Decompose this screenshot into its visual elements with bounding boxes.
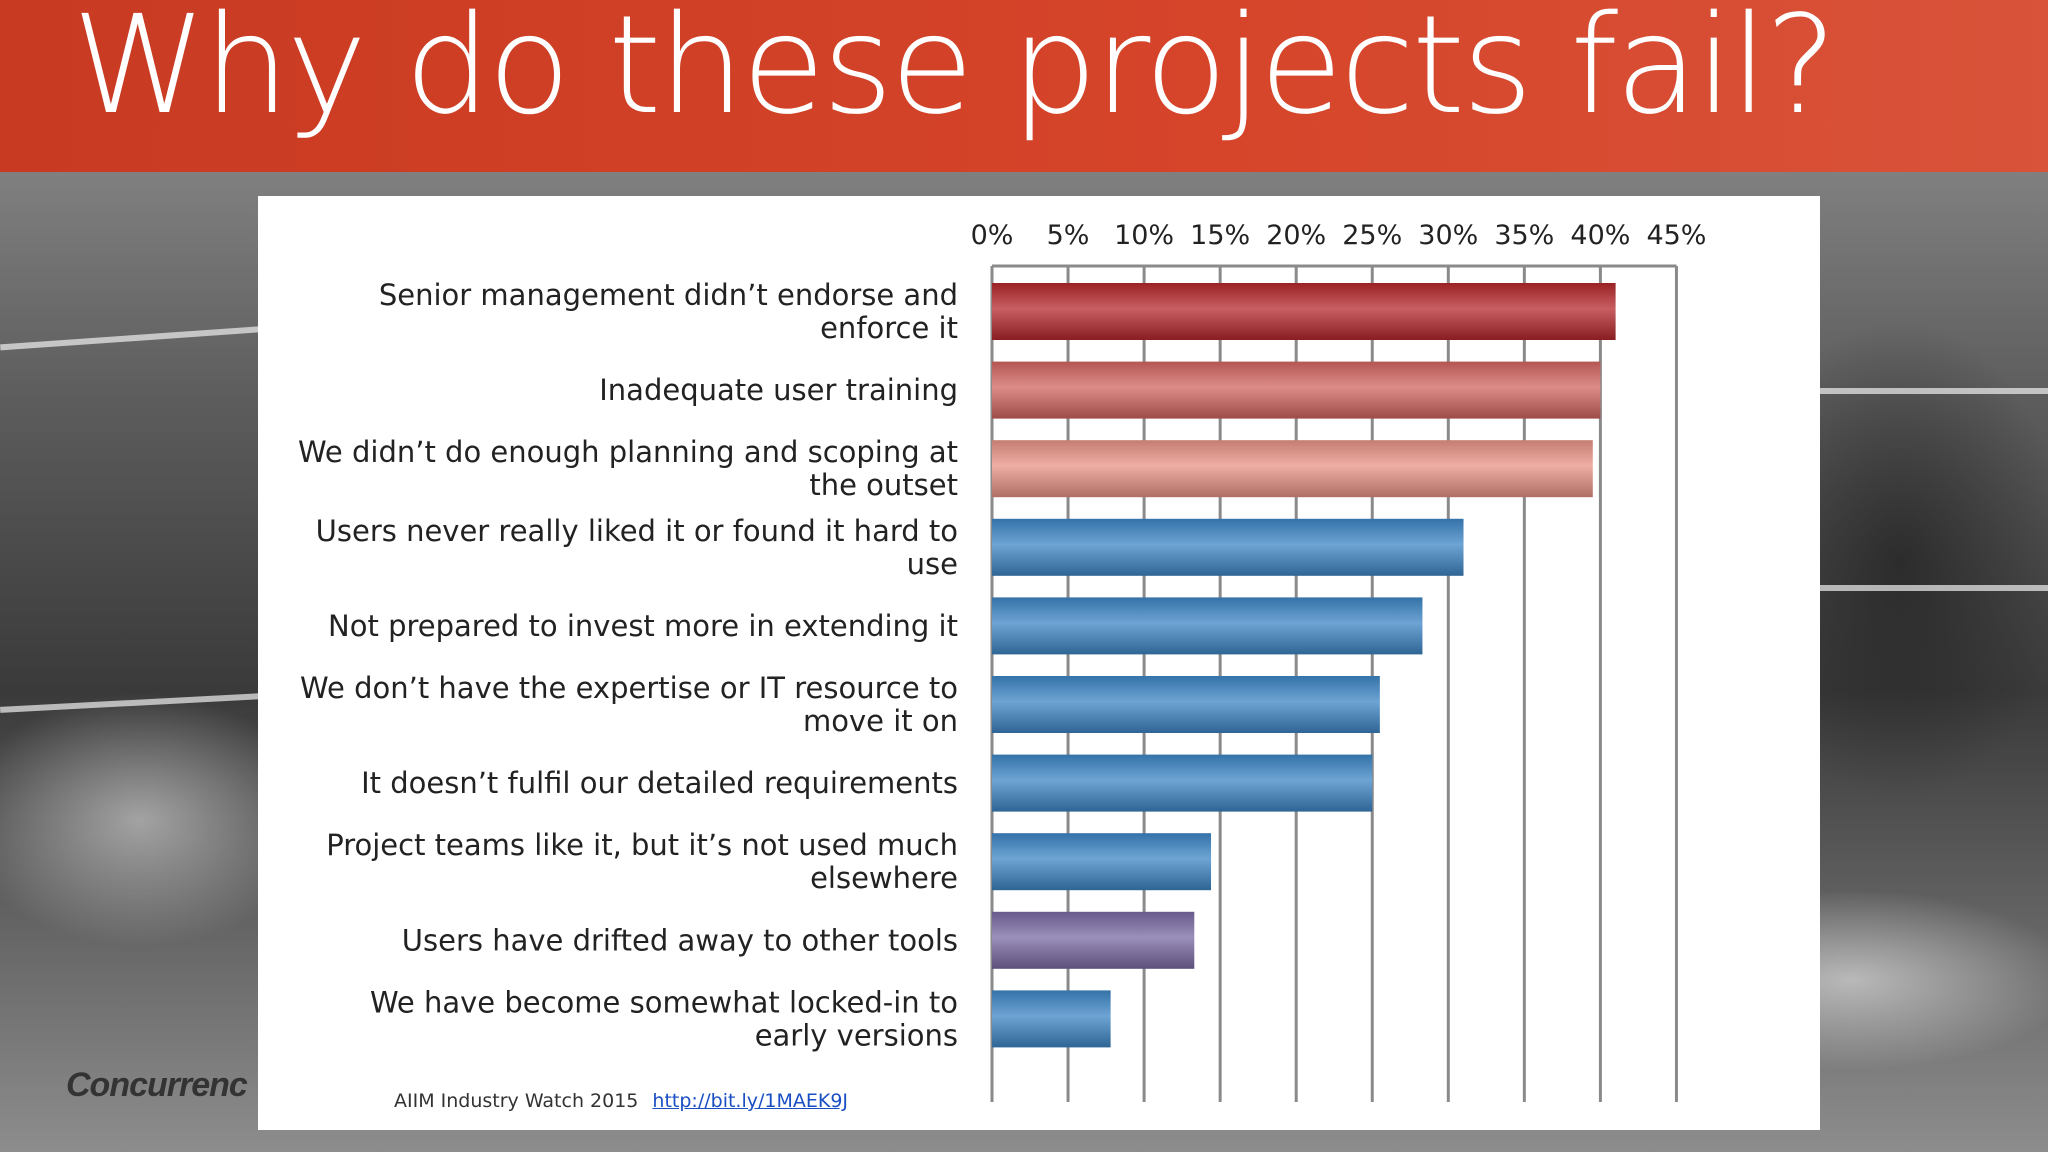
x-tick-label: 25%	[1342, 220, 1402, 251]
category-label: We have become somewhat locked-in to	[370, 985, 958, 1019]
x-tick-label: 15%	[1190, 220, 1250, 251]
category-label: use	[907, 547, 958, 581]
category-label: Project teams like it, but it’s not used…	[326, 828, 958, 862]
x-tick-label: 30%	[1418, 220, 1478, 251]
source-link[interactable]: http://bit.ly/1MAEK9J	[652, 1090, 849, 1112]
category-label: Inadequate user training	[599, 373, 958, 407]
slide-title: Why do these projects fail?	[72, 0, 1837, 145]
source-citation: AIIM Industry Watch 2015 http://bit.ly/1…	[394, 1090, 848, 1112]
source-text: AIIM Industry Watch 2015	[394, 1090, 639, 1112]
company-logo: Concurrenc	[66, 1066, 248, 1104]
category-label: early versions	[755, 1018, 958, 1052]
category-label: We don’t have the expertise or IT resour…	[300, 671, 958, 705]
bar	[992, 597, 1423, 655]
category-label: Senior management didn’t endorse and	[379, 278, 958, 312]
bar	[992, 361, 1601, 419]
bar	[992, 911, 1195, 969]
bar-chart: 0% 5% 10% 15% 20% 25% 30% 35% 40% 45% Senior manag…	[298, 220, 1706, 1102]
category-label: elsewhere	[810, 861, 958, 895]
x-tick-label: 35%	[1494, 220, 1554, 251]
bar	[992, 676, 1380, 733]
bar	[992, 990, 1111, 1048]
category-label: Users have drifted away to other tools	[402, 923, 958, 957]
bar	[992, 754, 1373, 812]
category-label: the outset	[809, 468, 958, 502]
ring-rope	[1820, 388, 2048, 394]
x-tick-label: 40%	[1570, 220, 1630, 251]
category-label: Not prepared to invest more in extending…	[328, 609, 958, 643]
category-label: We didn’t do enough planning and scoping…	[298, 435, 958, 469]
ring-rope	[1820, 585, 2048, 591]
x-tick-label: 20%	[1266, 220, 1326, 251]
category-label: move it on	[803, 704, 958, 738]
bar	[992, 283, 1616, 340]
x-tick-label: 45%	[1646, 220, 1706, 251]
title-banner: Why do these projects fail?	[0, 0, 2048, 172]
bar	[992, 518, 1464, 576]
x-tick-label: 5%	[1047, 220, 1090, 251]
chart-panel: 0% 5% 10% 15% 20% 25% 30% 35% 40% 45% Senior manag…	[258, 196, 1820, 1130]
category-label: It doesn’t fulfil our detailed requireme…	[361, 766, 958, 800]
bar	[992, 440, 1593, 498]
bar	[992, 833, 1212, 891]
x-tick-label: 0%	[971, 220, 1014, 251]
category-label: enforce it	[820, 311, 958, 345]
category-label: Users never really liked it or found it …	[316, 514, 958, 548]
x-tick-label: 10%	[1114, 220, 1174, 251]
